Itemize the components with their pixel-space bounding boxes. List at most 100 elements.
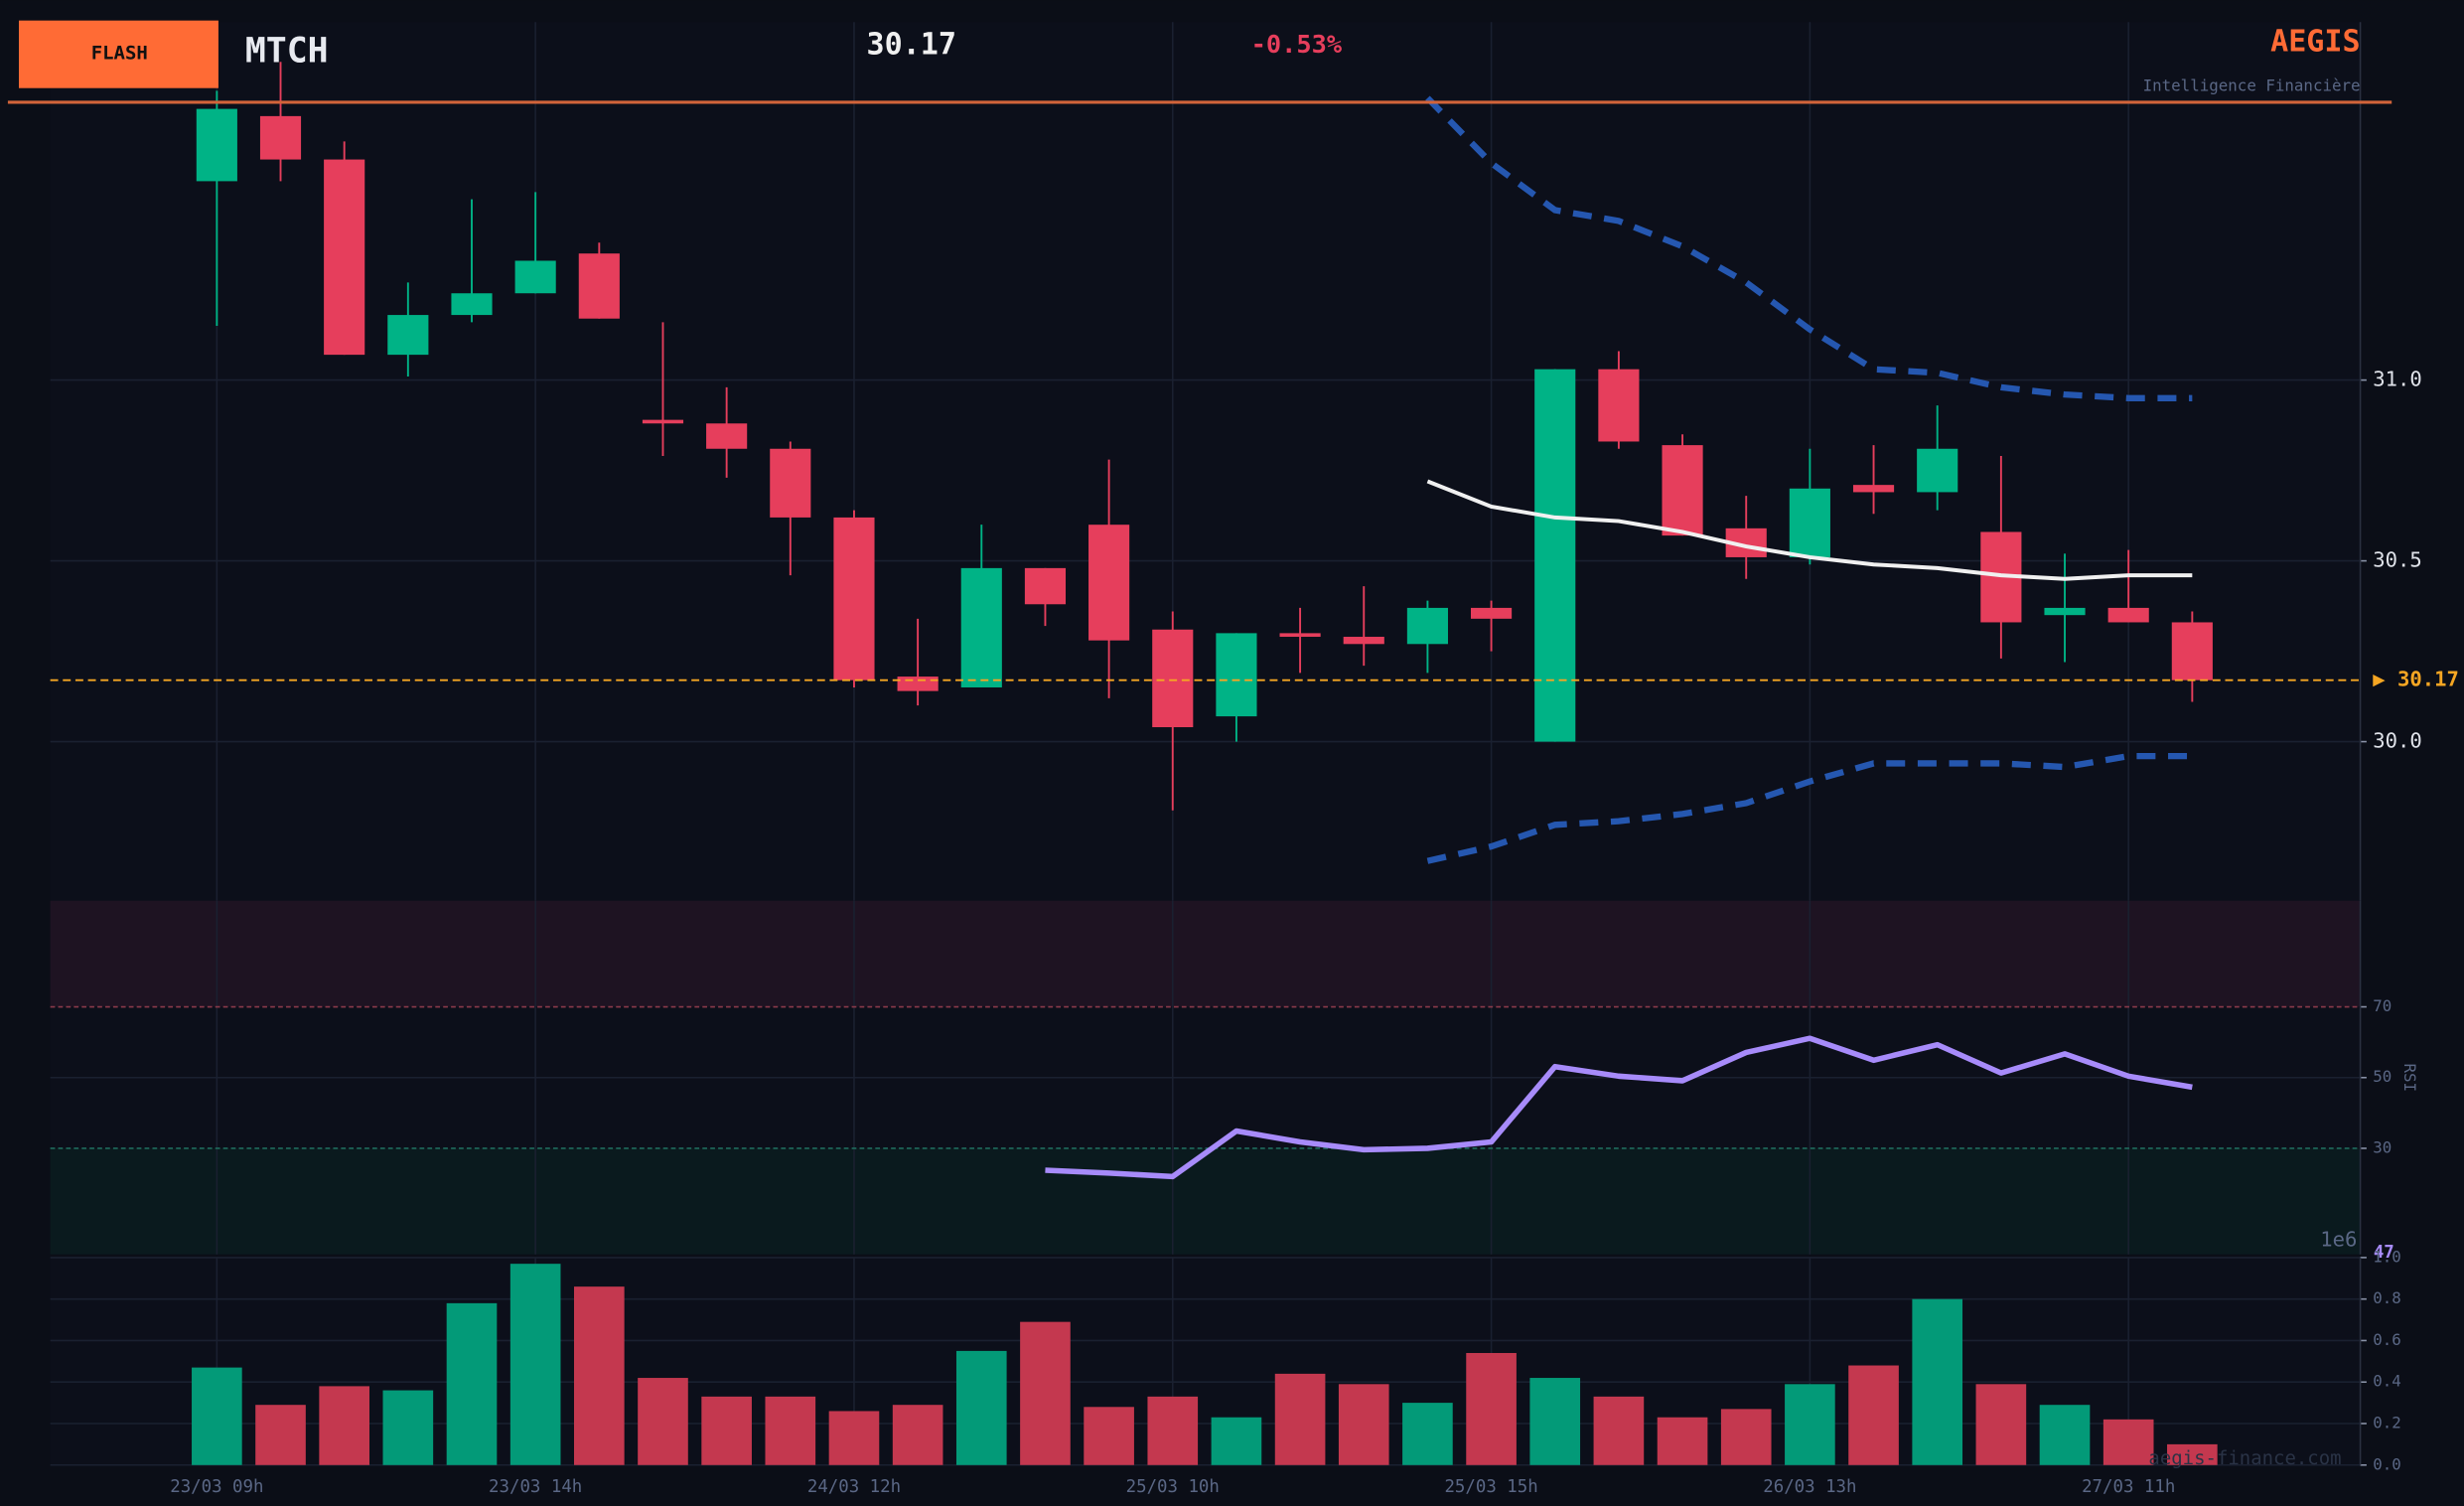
band-line xyxy=(1425,95,2193,401)
volume-bar xyxy=(892,1405,943,1465)
brand: AEGIS xyxy=(2270,24,2360,59)
volume-bar xyxy=(1466,1352,1517,1465)
y-tick-label: 31.0 xyxy=(2373,368,2421,391)
watermark: aegis-finance.com xyxy=(2148,1447,2341,1469)
y-tick-label: 30.5 xyxy=(2373,548,2421,572)
candle-body xyxy=(1917,448,1958,493)
volume-bar xyxy=(319,1386,369,1465)
rsi-line xyxy=(1045,1035,2193,1180)
volume-bar xyxy=(1084,1407,1134,1465)
volume-bar xyxy=(509,1264,561,1465)
volume-bar xyxy=(2167,1443,2218,1465)
volume-bar xyxy=(192,1367,242,1465)
x-tick-label: 25/03 10h xyxy=(1126,1477,1220,1497)
volume-bar xyxy=(1975,1384,2027,1465)
volume-bar xyxy=(1720,1409,1772,1465)
volume-bar xyxy=(574,1286,625,1465)
rsi-last-label: 47 xyxy=(2374,1243,2394,1263)
volume-bar xyxy=(1020,1321,1071,1465)
x-tick-label: 23/03 14h xyxy=(489,1477,582,1497)
candle-body xyxy=(324,159,365,356)
plot-bg xyxy=(50,1257,2361,1465)
volume-bar xyxy=(2102,1419,2154,1465)
volume-bar xyxy=(1848,1365,1899,1465)
candle-body xyxy=(1024,567,1067,605)
y-tick-label: 30 xyxy=(2373,1137,2392,1156)
volume-bar xyxy=(2039,1405,2091,1465)
y-tick-label: 0.0 xyxy=(2373,1454,2401,1473)
candle-body xyxy=(1088,525,1130,641)
x-tick-label: 27/03 11h xyxy=(2082,1477,2175,1497)
last-price-label: ▶ 30.17 xyxy=(2373,668,2459,691)
x-tick-label: 25/03 15h xyxy=(1444,1477,1537,1497)
x-tick-label: 24/03 12h xyxy=(807,1477,901,1497)
volume-bar xyxy=(1529,1378,1581,1465)
offset-label: 1e6 xyxy=(2320,1228,2357,1252)
candle-body xyxy=(196,108,237,182)
band-line xyxy=(1426,752,2193,864)
volume-bar xyxy=(1274,1373,1326,1465)
volume-bar xyxy=(1338,1384,1389,1465)
candle-body xyxy=(1852,485,1895,493)
y-tick-label: 50 xyxy=(2373,1067,2392,1086)
change: -0.53% xyxy=(1251,30,1343,59)
volume-bar xyxy=(828,1411,880,1465)
candle-body xyxy=(1216,633,1257,717)
volume-bar xyxy=(1593,1396,1645,1465)
volume-bar xyxy=(638,1378,688,1465)
volume-bar xyxy=(1785,1384,1835,1465)
volume-bar xyxy=(1912,1298,1963,1465)
candle-body xyxy=(451,293,493,316)
header: FLASH MTCH 30.17 -0.53% AEGIS Intelligen… xyxy=(7,20,2392,1469)
candle-body xyxy=(2044,607,2086,616)
candle-body xyxy=(1406,607,1448,645)
candle-body xyxy=(578,253,620,319)
volume-bar xyxy=(1147,1396,1199,1465)
candle-body xyxy=(897,677,939,691)
volume-bar xyxy=(955,1350,1007,1465)
volume-bar xyxy=(446,1302,498,1465)
badge-bg xyxy=(18,20,218,88)
candle-body xyxy=(2107,607,2149,623)
y-tick-label: 0.6 xyxy=(2373,1330,2401,1349)
candle-body xyxy=(1598,369,1640,442)
candle-body xyxy=(1471,607,1513,619)
candle-body xyxy=(2171,622,2213,680)
volume-bar xyxy=(1211,1417,1262,1465)
candle-body xyxy=(770,448,811,518)
y-tick-label: 1.0 xyxy=(2373,1247,2401,1266)
candle-body xyxy=(1343,637,1384,645)
volume-bar xyxy=(1657,1417,1708,1465)
plot-bg xyxy=(50,22,2361,901)
candle-body xyxy=(1662,445,1703,536)
y-tick-label: 30.0 xyxy=(2373,729,2421,753)
rsi-zone xyxy=(50,1147,2361,1255)
y-axis-title: RSI xyxy=(2400,1063,2419,1092)
candle-body xyxy=(1534,369,1576,742)
volume-bar xyxy=(382,1390,434,1465)
candle-body xyxy=(833,517,875,680)
candle-body xyxy=(259,115,302,160)
candle-body xyxy=(1279,633,1321,638)
plots: 30.0 30.5 31.0 ▶ 30.17 30 50 70 47 RSI 0.0 0.2 0.4 0… xyxy=(50,22,2459,1497)
candle-body xyxy=(514,260,556,294)
tagline: Intelligence Financière xyxy=(2143,76,2361,95)
candle-body xyxy=(387,315,429,356)
volume-bar xyxy=(701,1396,752,1465)
ticker: MTCH xyxy=(245,31,329,71)
candle-body xyxy=(642,419,684,424)
price: 30.17 xyxy=(866,27,955,62)
y-tick-label: 0.8 xyxy=(2373,1288,2401,1307)
y-tick-label: 0.2 xyxy=(2373,1413,2401,1431)
middle-band xyxy=(1426,479,2193,581)
candle-body xyxy=(706,423,748,449)
candle-body xyxy=(1789,488,1830,557)
volume-bar xyxy=(1402,1403,1453,1465)
volume-bar xyxy=(765,1396,816,1465)
y-tick-label: 0.4 xyxy=(2373,1372,2401,1391)
candle-body xyxy=(960,567,1002,687)
rsi-zone xyxy=(50,900,2361,1007)
volume-bar xyxy=(255,1405,306,1465)
